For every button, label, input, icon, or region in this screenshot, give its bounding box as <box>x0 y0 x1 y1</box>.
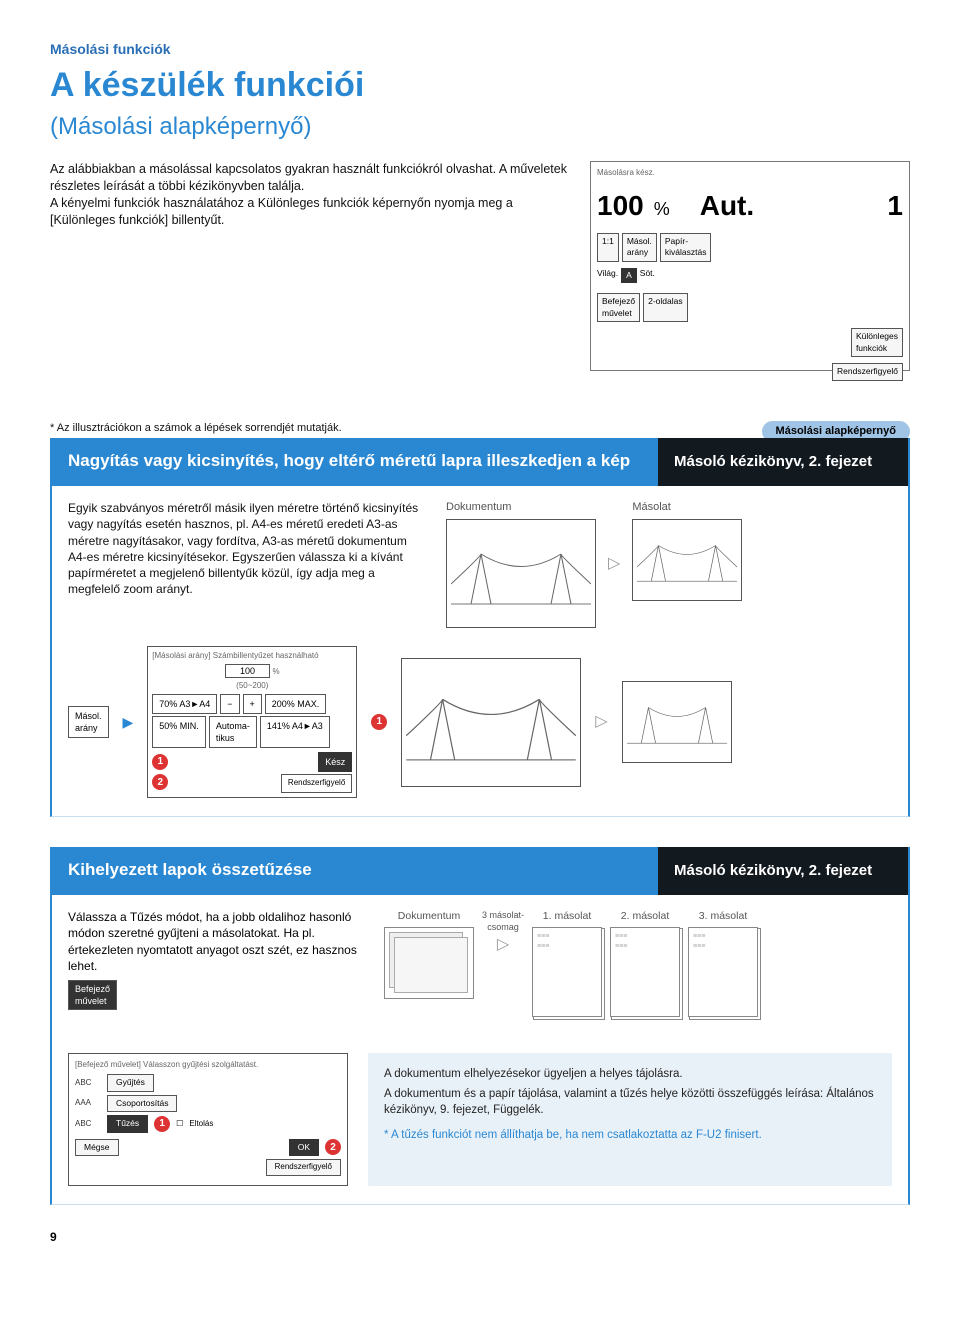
mp-monitor[interactable]: Rendszerfigyelő <box>281 774 352 793</box>
doc-label-2: Dokumentum <box>384 909 474 923</box>
page-number: 9 <box>50 1229 910 1245</box>
bundle-label: 3 másolat- csomag <box>482 909 524 933</box>
feature-zoom-ref: Másoló kézikönyv, 2. fejezet <box>658 438 908 486</box>
c3-label: 3. másolat <box>688 909 758 923</box>
bridge-enlarged <box>401 658 581 787</box>
panel-status: Másolásra kész. <box>597 168 903 179</box>
mp-value: 100 <box>225 664 270 678</box>
note-line-2: A dokumentum és a papír tájolása, valami… <box>384 1087 876 1118</box>
panel-light-label: Világ. <box>597 268 618 283</box>
panel-dark-label: Söt. <box>640 268 655 283</box>
mp-done[interactable]: Kész <box>318 752 352 772</box>
sp-collect-btn[interactable]: Gyűjtés <box>107 1074 154 1091</box>
sp-ok-btn[interactable]: OK <box>289 1139 319 1156</box>
triangle-right-icon: ▶ <box>123 713 134 732</box>
finish-key[interactable]: Befejező művelet <box>68 980 117 1010</box>
page-subtitle: (Másolási alapképernyő) <box>50 111 910 143</box>
bridge-copy <box>632 519 742 601</box>
illustration-footnote: * Az illusztrációkon a számok a lépések … <box>50 421 762 436</box>
copy1-icon: ≡≡≡≡≡≡ <box>532 927 602 1017</box>
panel-btn-special[interactable]: Különleges funkciók <box>851 328 903 357</box>
arrow-right-icon-2: ▷ <box>595 711 607 733</box>
copy3-icon: ≡≡≡≡≡≡ <box>688 927 758 1017</box>
panel-btn-11[interactable]: 1:1 <box>597 233 619 262</box>
panel-btn-finish[interactable]: Befejező művelet <box>597 293 640 322</box>
bridge-original <box>446 519 596 628</box>
feature-staple-ref: Másoló kézikönyv, 2. fejezet <box>658 847 908 895</box>
ratio-key[interactable]: Másol. arány <box>68 706 109 738</box>
sp-title: [Befejező művelet] Válasszon gyűjtési sz… <box>75 1060 341 1071</box>
panel-btn-duplex[interactable]: 2-oldalas <box>643 293 688 322</box>
panel-zoom: 100 <box>597 187 644 225</box>
arrow-right-icon: ▷ <box>608 553 620 575</box>
ratio-mini-panel: [Másolási arány] Számbillentyűzet haszná… <box>147 646 357 798</box>
page-title: A készülék funkciói <box>50 63 910 109</box>
mp-title: [Másolási arány] Számbillentyűzet haszná… <box>152 651 352 662</box>
orientation-note: A dokumentum elhelyezésekor ügyeljen a h… <box>368 1053 892 1185</box>
feature-staple-title: Kihelyezett lapok összetűzése <box>52 847 658 895</box>
panel-btn-ratio[interactable]: Másol. arány <box>622 233 657 262</box>
sp-staple-btn[interactable]: Tűzés <box>107 1115 148 1132</box>
intro-text: Az alábbiakban a másolással kapcsolatos … <box>50 161 570 371</box>
mp-auto[interactable]: Automa- tikus <box>209 716 257 748</box>
bridge-reduced <box>622 681 732 763</box>
panel-btn-paper[interactable]: Papír- kiválasztás <box>660 233 712 262</box>
feature-staple-box: Kihelyezett lapok összetűzése Másoló kéz… <box>50 847 910 1205</box>
panel-btn-monitor[interactable]: Rendszerfigyelő <box>832 363 903 380</box>
panel-count: 1 <box>887 187 903 225</box>
step-badge-2c: 2 <box>325 1139 341 1155</box>
doc-label: Dokumentum <box>446 500 596 515</box>
panel-auto-a[interactable]: A <box>621 268 637 283</box>
step-badge-1b: 1 <box>371 714 387 730</box>
sp-monitor-btn[interactable]: Rendszerfigyelő <box>266 1159 341 1176</box>
sp-abc-2: ABC <box>75 1119 101 1130</box>
sp-group-btn[interactable]: Csoportosítás <box>107 1095 177 1112</box>
section-label: Másolási funkciók <box>50 40 910 59</box>
mp-plus[interactable]: + <box>243 694 262 714</box>
mp-50[interactable]: 50% MIN. <box>152 716 206 748</box>
copy2-icon: ≡≡≡≡≡≡ <box>610 927 680 1017</box>
step-badge-1c: 1 <box>154 1116 170 1132</box>
mp-hint: (50~200) <box>152 681 352 692</box>
sp-offset[interactable]: Eltolás <box>189 1119 213 1130</box>
feature-zoom-title: Nagyítás vagy kicsinyítés, hogy eltérő m… <box>52 438 658 486</box>
feature-staple-body: Válassza a Tűzés módot, ha a jobb oldali… <box>68 909 368 974</box>
c2-label: 2. másolat <box>610 909 680 923</box>
doc-stack-icon <box>384 927 474 999</box>
panel-percent: % <box>654 197 670 221</box>
note-blue: * A tűzés funkciót nem állíthatja be, ha… <box>384 1128 876 1144</box>
copy-label: Másolat <box>632 500 742 515</box>
arrow-right-icon-3: ▷ <box>482 934 524 956</box>
feature-zoom-body: Egyik szabványos méretről másik ilyen mé… <box>68 500 428 628</box>
panel-mode: Aut. <box>700 187 754 225</box>
step-badge-2a: 2 <box>152 774 168 790</box>
sort-panel: [Befejező művelet] Válasszon gyűjtési sz… <box>68 1053 348 1185</box>
feature-zoom-box: Nagyítás vagy kicsinyítés, hogy eltérő m… <box>50 438 910 817</box>
sp-cancel-btn[interactable]: Mégse <box>75 1139 119 1156</box>
mp-141[interactable]: 141% A4►A3 <box>260 716 330 748</box>
device-panel: Másolásra kész. 100 % Aut. 1 1:1 Másol. … <box>590 161 910 371</box>
mp-70[interactable]: 70% A3►A4 <box>152 694 217 714</box>
mp-minus[interactable]: − <box>220 694 239 714</box>
sp-aaa: AAA <box>75 1098 101 1109</box>
note-line-1: A dokumentum elhelyezésekor ügyeljen a h… <box>384 1067 876 1083</box>
c1-label: 1. másolat <box>532 909 602 923</box>
step-badge-1a: 1 <box>152 754 168 770</box>
sp-abc-1: ABC <box>75 1078 101 1089</box>
mp-200[interactable]: 200% MAX. <box>265 694 327 714</box>
